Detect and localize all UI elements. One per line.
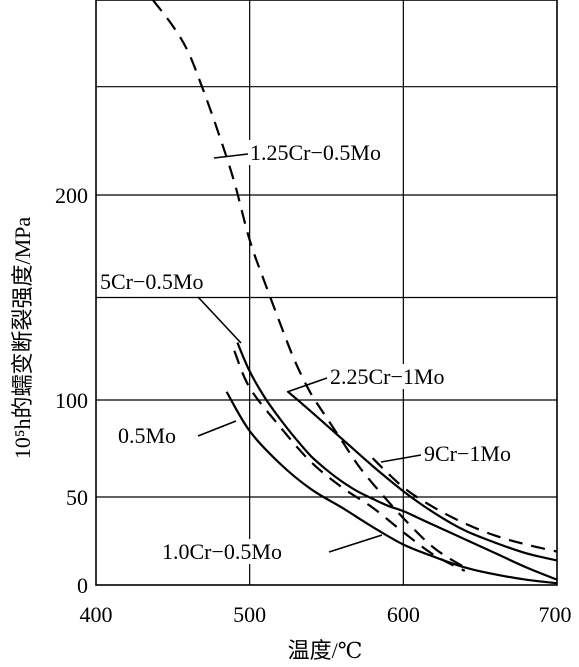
leader-line-2-25cr-1mo bbox=[286, 377, 328, 393]
y-tick-label: 0 bbox=[77, 573, 88, 598]
label-background bbox=[160, 539, 284, 564]
series-label-1-0cr-0-5mo: 1.0Cr−0.5Mo bbox=[162, 539, 282, 564]
label-background bbox=[328, 364, 447, 389]
y-tick-label: 50 bbox=[66, 485, 88, 510]
series-label-0-5mo: 0.5Mo bbox=[118, 423, 176, 448]
plot-frame bbox=[95, 0, 558, 586]
x-tick-label: 500 bbox=[233, 602, 266, 627]
series-curves bbox=[152, 0, 558, 585]
y-tick-label: 200 bbox=[55, 183, 88, 208]
series-label-5cr-0-5mo: 5Cr−0.5Mo bbox=[100, 269, 203, 294]
leader-line-1-25cr-0-5mo bbox=[213, 153, 249, 159]
leader-line-1-0cr-0-5mo bbox=[328, 534, 383, 553]
series-line-1-0cr-0-5mo bbox=[233, 350, 466, 572]
leader-line-9cr-1mo bbox=[380, 454, 422, 463]
label-background bbox=[248, 140, 383, 165]
x-axis-title: 温度/℃ bbox=[288, 638, 363, 663]
series-line-0-5mo bbox=[225, 391, 558, 585]
x-tick-label: 700 bbox=[539, 602, 572, 627]
x-tick-label: 600 bbox=[387, 602, 420, 627]
label-background bbox=[116, 423, 179, 448]
series-line-2-25cr-1mo bbox=[287, 390, 558, 562]
series-label-2-25cr-1mo: 2.25Cr−1Mo bbox=[330, 364, 444, 389]
grid bbox=[96, 0, 557, 585]
y-axis-title: 10⁵h的蠕变断裂强度/MPa bbox=[10, 217, 35, 460]
leader-line-0-5mo bbox=[197, 420, 237, 437]
leader-line-5cr-0-5mo bbox=[197, 296, 242, 344]
y-tick-label: 100 bbox=[55, 388, 88, 413]
y-tick-labels: 0 50 100 200 bbox=[55, 183, 88, 598]
x-tick-label: 400 bbox=[80, 602, 113, 627]
series-line-1-25cr-0-5mo bbox=[152, 0, 466, 569]
series-label-1-25cr-0-5mo: 1.25Cr−0.5Mo bbox=[250, 140, 381, 165]
series-line-9cr-1mo bbox=[371, 457, 558, 553]
x-tick-labels: 400 500 600 700 bbox=[80, 602, 572, 627]
series-labels: 1.25Cr−0.5Mo 5Cr−0.5Mo 2.25Cr−1Mo 9Cr−1Mo 0.… bbox=[98, 140, 513, 564]
series-label-9cr-1mo: 9Cr−1Mo bbox=[424, 441, 511, 466]
series-line-5cr-0-5mo bbox=[236, 342, 558, 581]
label-background bbox=[422, 441, 513, 466]
label-background bbox=[98, 269, 206, 294]
